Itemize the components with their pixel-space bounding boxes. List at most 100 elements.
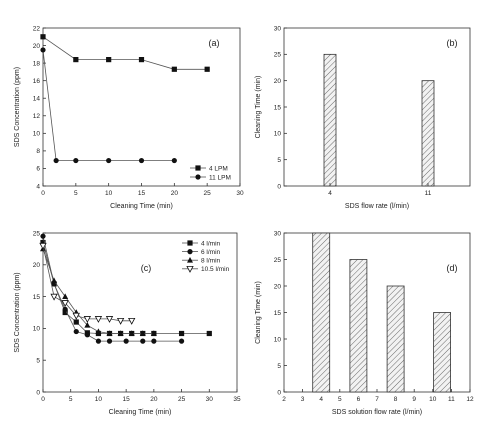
data-point: [139, 330, 146, 336]
data-point: [123, 338, 129, 344]
y-tick-label: 6: [36, 166, 40, 173]
series-line: [42, 236, 182, 342]
bar: [421, 80, 435, 187]
x-tick-label: 10: [429, 396, 437, 403]
data-point: [106, 157, 112, 164]
panel-label: (d): [447, 263, 458, 273]
legend-label: 4 LPM: [209, 165, 228, 172]
data-point: [62, 306, 68, 312]
data-point: [40, 239, 46, 246]
x-tick-label: 15: [123, 396, 131, 403]
x-tick-label: 7: [375, 396, 379, 403]
y-tick-label: 15: [274, 104, 282, 111]
x-tick-label: 9: [412, 396, 416, 403]
data-point: [53, 157, 59, 164]
legend-marker: [186, 265, 194, 273]
data-point: [51, 277, 58, 284]
y-tick-label: 20: [274, 283, 282, 290]
data-point: [83, 316, 92, 323]
plot-frame: [283, 27, 471, 187]
y-tick-label: 15: [33, 294, 41, 301]
x-tick-label: 4: [328, 190, 332, 197]
x-tick-label: 30: [236, 190, 244, 197]
x-tick-label: 11: [448, 396, 455, 403]
legend-marker: [195, 174, 201, 180]
x-tick-label: 35: [233, 396, 241, 403]
data-point: [106, 338, 113, 344]
y-tick-label: 10: [274, 131, 282, 138]
x-tick-label: 8: [394, 396, 398, 403]
y-tick-label: 18: [33, 60, 41, 67]
data-point: [178, 338, 185, 344]
y-tick-label: 8: [36, 148, 40, 155]
x-tick-label: 4: [319, 396, 323, 403]
panel-label: (c): [141, 263, 152, 273]
y-axis-label: Cleaning Time (min): [255, 281, 262, 344]
legend-label: 6 l/min: [201, 249, 221, 256]
legend-label: 4 l/min: [201, 240, 221, 247]
x-axis-label: SDS flow rate (l/min): [345, 203, 409, 210]
data-point: [206, 330, 212, 337]
legend-marker: [187, 257, 193, 263]
series-line: [42, 36, 208, 70]
x-tick-label: 3: [301, 396, 305, 403]
data-point: [73, 57, 79, 63]
y-tick-label: 0: [277, 183, 281, 190]
data-point: [62, 293, 69, 299]
data-point: [105, 316, 114, 323]
data-point: [150, 330, 157, 336]
series-line: [42, 242, 210, 334]
data-point: [138, 57, 145, 63]
y-tick-label: 12: [33, 113, 41, 120]
data-point: [204, 66, 210, 72]
data-point: [138, 157, 145, 164]
legend-label: 8 l/min: [201, 258, 221, 265]
y-tick-label: 14: [33, 96, 41, 103]
x-tick-label: 0: [41, 190, 45, 197]
data-point: [95, 328, 102, 334]
panel-label: (b): [447, 38, 458, 48]
y-tick-label: 16: [33, 78, 41, 85]
panel-label: (a): [209, 38, 220, 48]
y-tick-label: 30: [274, 230, 282, 237]
data-point: [95, 338, 102, 344]
y-tick-label: 4: [36, 183, 40, 190]
data-point: [128, 317, 136, 325]
data-point: [72, 312, 80, 320]
x-tick-label: 12: [466, 396, 474, 403]
data-point: [171, 66, 177, 72]
x-tick-label: 0: [41, 396, 45, 403]
y-tick-label: 25: [33, 230, 41, 237]
y-tick-label: 22: [33, 25, 41, 32]
data-point: [178, 330, 185, 337]
x-tick-label: 25: [178, 396, 186, 403]
y-axis-label: Cleaning Time (min): [255, 76, 262, 139]
data-point: [62, 309, 68, 316]
x-tick-label: 20: [150, 396, 158, 403]
y-axis-label: SDS Concentration (ppm): [14, 272, 21, 352]
legend-label: 11 LPM: [209, 174, 231, 181]
x-tick-label: 11: [425, 190, 432, 197]
data-point: [73, 328, 79, 335]
y-axis-label: SDS Concentration (ppm): [14, 67, 21, 147]
data-point: [61, 300, 69, 308]
data-point: [171, 157, 177, 164]
data-point: [84, 332, 90, 338]
data-point: [117, 330, 124, 336]
y-tick-label: 20: [33, 43, 41, 50]
data-point: [106, 330, 113, 336]
data-point: [84, 322, 91, 328]
panel-d: (d) SDS solution flow rate (l/min) Cleanin…: [255, 230, 474, 416]
data-point: [40, 47, 46, 53]
y-tick-label: 0: [277, 389, 281, 396]
x-axis-label: SDS solution flow rate (l/min): [332, 409, 422, 416]
data-point: [128, 330, 135, 336]
panel-c: (c) Cleaning Time (min) SDS Concentration …: [14, 230, 241, 416]
x-axis-label: Cleaning Time (min): [109, 409, 172, 416]
series-line: [42, 49, 175, 161]
x-tick-label: 30: [206, 396, 214, 403]
y-tick-label: 10: [33, 326, 41, 333]
data-point: [39, 242, 47, 250]
data-point: [94, 316, 103, 323]
